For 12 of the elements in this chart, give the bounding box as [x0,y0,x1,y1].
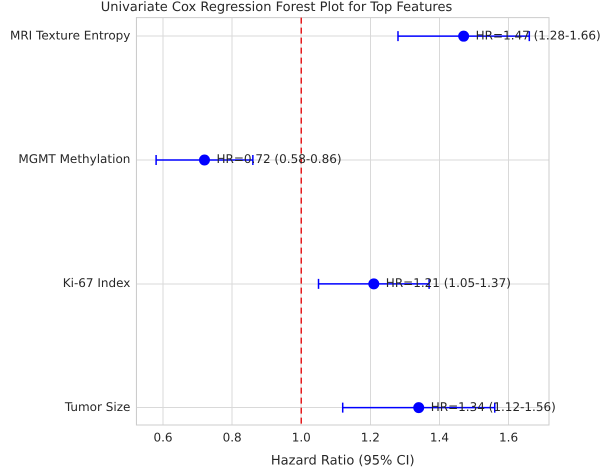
y-tick-label: MGMT Methylation [18,152,130,166]
x-tick-label: 0.8 [222,430,242,444]
chart-title: Univariate Cox Regression Forest Plot for Top Features [100,0,452,16]
x-tick-label: 0.6 [153,430,173,444]
y-tick-label: MRI Texture Entropy [10,28,130,42]
x-axis-title: Hazard Ratio (95% CI) [270,454,415,469]
x-tick-label: 1.4 [430,430,450,444]
x-tick-label: 1.6 [499,430,518,444]
y-tick-label: Ki-67 Index [62,276,130,290]
x-tick-label: 1.0 [292,430,311,444]
x-tick-label: 1.2 [360,430,380,444]
y-tick-label: Tumor Size [64,400,130,414]
